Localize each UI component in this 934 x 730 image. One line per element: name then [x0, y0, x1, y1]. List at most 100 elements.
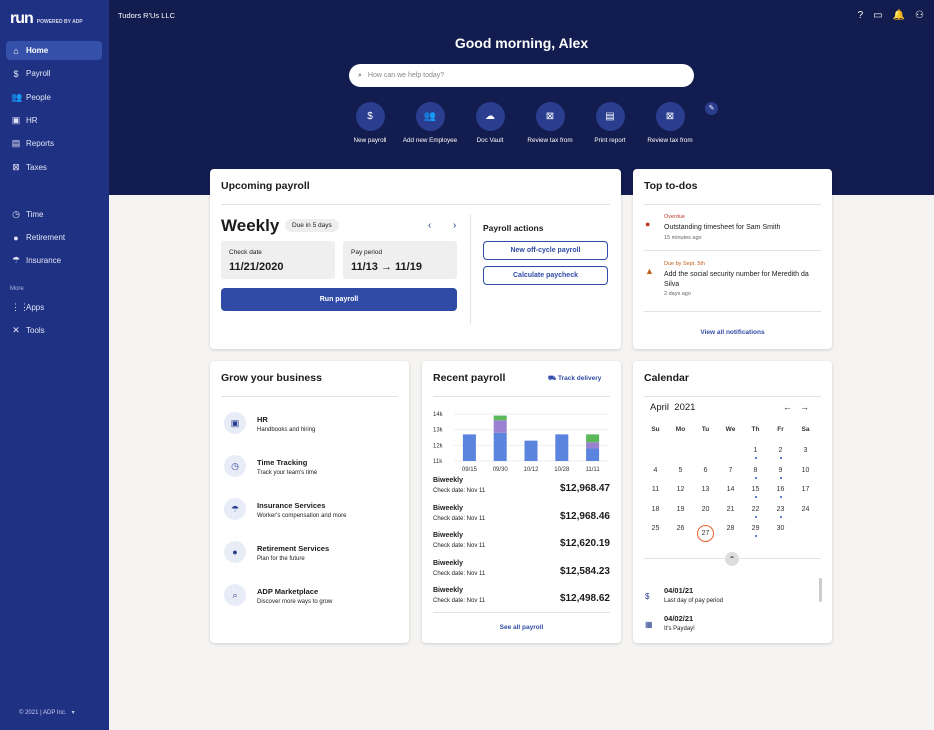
calendar-day[interactable]: 12: [676, 486, 685, 493]
see-all-payroll-link[interactable]: See all payroll: [499, 624, 544, 631]
calendar-day[interactable]: 24: [801, 505, 810, 513]
calendar-day[interactable]: 28: [726, 525, 735, 532]
dollar-icon: $: [13, 68, 19, 79]
reports-icon: ▤: [11, 138, 21, 148]
new-off-cycle-payroll-button[interactable]: New off-cycle payroll: [483, 241, 608, 260]
bell-icon[interactable]: 🔔: [892, 10, 906, 21]
quick-action-1[interactable]: 👥 Add new Employee: [395, 102, 465, 144]
sidebar-item-retirement[interactable]: ● Retirement: [6, 228, 102, 247]
track-delivery-link[interactable]: ⛟ Track delivery: [548, 375, 602, 382]
event-dot: [779, 457, 782, 459]
calendar-day[interactable]: 21: [726, 505, 735, 513]
scrollbar[interactable]: [819, 578, 822, 602]
calendar-day[interactable]: 11: [651, 486, 660, 493]
calendar-day[interactable]: 8: [753, 466, 758, 474]
sidebar-item-insurance[interactable]: ☂ Insurance: [11, 255, 62, 265]
bar-segment: [586, 442, 600, 449]
quick-action-0[interactable]: $ New payroll: [335, 102, 405, 144]
help-icon[interactable]: ?: [857, 10, 864, 21]
view-all-notifications-link[interactable]: View all notifications: [700, 329, 765, 336]
people-icon: 👥: [11, 92, 23, 102]
bar-segment: [462, 434, 476, 461]
prev-month-arrow[interactable]: ←: [783, 402, 792, 412]
more-label: More: [10, 286, 24, 292]
edit-quick-actions-button[interactable]: ✎: [705, 102, 718, 115]
calendar-day[interactable]: 29: [751, 525, 760, 532]
add-people-icon: 👥: [415, 102, 445, 131]
cloud-lock-icon: ☁: [475, 102, 505, 131]
calendar-day[interactable]: 17: [801, 486, 810, 493]
quick-action-3[interactable]: ⊠ Review tax from: [515, 102, 585, 144]
calendar-day[interactable]: 2: [778, 447, 783, 454]
calendar-day[interactable]: 25: [651, 525, 660, 532]
bar-segment: [493, 432, 507, 461]
calendar-day[interactable]: 27: [697, 525, 714, 542]
bar-segment: [586, 434, 600, 443]
calendar-day[interactable]: 15: [751, 486, 760, 493]
sidebar-item-taxes[interactable]: ⊠ Taxes: [12, 162, 47, 172]
weekday-label: We: [725, 426, 736, 433]
quick-action-2[interactable]: ☁ Doc Vault: [455, 102, 525, 144]
event-dot: [754, 535, 757, 537]
calendar-day[interactable]: 20: [701, 505, 710, 513]
calendar-day[interactable]: 19: [676, 505, 685, 513]
x-tick-label: 11/11: [586, 467, 601, 473]
calendar-day[interactable]: 6: [703, 466, 708, 474]
sidebar-item-apps[interactable]: ⋮⋮ Apps: [11, 302, 45, 312]
x-tick-label: 09/30: [493, 467, 509, 473]
calendar-day[interactable]: 3: [803, 447, 808, 454]
run-payroll-button[interactable]: Run payroll: [221, 288, 457, 311]
calendar-day[interactable]: 30: [776, 525, 785, 532]
run-logo[interactable]: run POWERED BY ADP: [10, 10, 83, 27]
calendar-day[interactable]: 4: [653, 466, 658, 474]
sidebar-item-reports[interactable]: ▤ Reports: [11, 138, 55, 148]
y-tick-label: 14k: [433, 412, 444, 418]
sidebar-item-hr[interactable]: ▣ HR: [11, 115, 38, 125]
recent-payroll-chart: 11k 12k 13k 14k 09/15 09/30 10/12 10/28 11/11: [433, 412, 608, 473]
dollar-icon: $: [355, 102, 385, 131]
bar-segment: [493, 420, 507, 433]
quick-action-5[interactable]: ⊠ Review tax from: [635, 102, 705, 144]
chat-icon[interactable]: ▭: [873, 10, 883, 21]
hr-icon: ▣: [11, 115, 21, 125]
sidebar-item-tools[interactable]: ✕ Tools: [12, 325, 45, 335]
next-arrow[interactable]: ›: [453, 220, 457, 231]
calendar-day[interactable]: 26: [676, 525, 685, 532]
calendar-day[interactable]: 14: [726, 486, 735, 493]
umbrella-icon: ☂: [224, 498, 246, 520]
stopwatch-icon: ◷: [224, 455, 246, 477]
calendar-day[interactable]: 13: [701, 486, 710, 493]
sidebar-item-payroll[interactable]: $ Payroll: [6, 64, 102, 83]
collapse-calendar-button[interactable]: ⌃: [725, 552, 739, 566]
calendar-day[interactable]: 23: [776, 505, 785, 513]
sidebar-item-time[interactable]: ◷ Time: [12, 209, 44, 219]
event-dot: [754, 457, 757, 459]
company-name[interactable]: Tudors R'Us LLC: [118, 11, 176, 20]
calculate-paycheck-button[interactable]: Calculate paycheck: [483, 266, 608, 285]
bar-segment: [586, 448, 600, 461]
calendar-day[interactable]: 1: [753, 447, 758, 454]
umbrella-icon: ☂: [11, 255, 21, 265]
sidebar: run POWERED BY ADP ⌂ Home $ Payroll 👥 People ▣ H…: [0, 0, 109, 730]
piggy-bank-icon: ●: [224, 541, 246, 563]
calendar-day[interactable]: 18: [651, 505, 660, 513]
calendar-day[interactable]: 7: [728, 466, 733, 474]
prev-arrow[interactable]: ‹: [428, 220, 432, 231]
copyright[interactable]: © 2021 | ADP Inc. ▾: [19, 710, 75, 716]
account-switch-icon[interactable]: ⚇: [915, 10, 924, 21]
truck-icon: ⛟: [548, 375, 557, 382]
y-tick-label: 11k: [433, 459, 443, 465]
quick-action-4[interactable]: ▤ Print report: [575, 102, 645, 144]
calendar-day[interactable]: 22: [751, 505, 760, 513]
next-month-arrow[interactable]: →: [800, 402, 809, 412]
sidebar-item-people[interactable]: 👥 People: [11, 92, 51, 102]
calendar-day[interactable]: 9: [778, 466, 783, 474]
calendar-day[interactable]: 5: [678, 466, 683, 474]
search-input[interactable]: ⌕ How can we help today?: [349, 64, 694, 87]
calendar-day[interactable]: 10: [801, 466, 810, 474]
sidebar-item-home[interactable]: ⌂ Home: [6, 41, 102, 60]
bar-segment: [493, 415, 507, 421]
calendar-day[interactable]: 16: [776, 486, 785, 493]
calendar-month: April 2021: [650, 402, 696, 413]
upcoming-payroll-card: Upcoming payroll Weekly Due in 5 days ‹ …: [210, 169, 621, 349]
